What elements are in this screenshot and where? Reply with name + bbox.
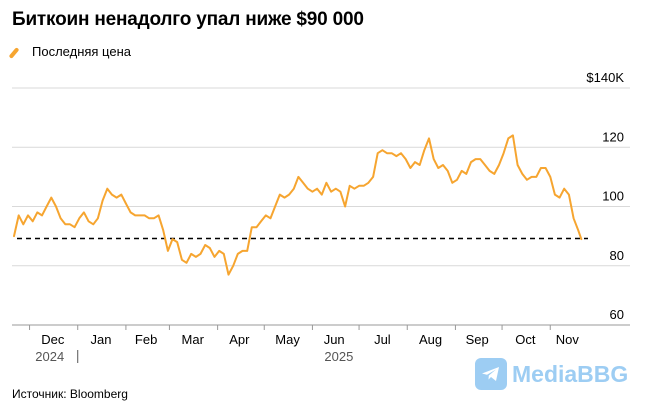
x-tick-label: Nov <box>556 332 580 347</box>
chart-title: Биткоин ненадолго упал ниже $90 000 <box>12 9 364 30</box>
year-label: 2024 <box>35 349 64 364</box>
x-tick-label: Apr <box>229 332 250 347</box>
watermark: MediaBBG <box>473 357 641 393</box>
y-tick-label: $140K <box>586 70 624 85</box>
y-tick-label: 80 <box>610 248 624 263</box>
x-tick-label: Aug <box>419 332 442 347</box>
series-group <box>13 134 583 276</box>
x-tick-label: Dec <box>41 332 65 347</box>
series-line-last-price <box>13 134 583 276</box>
x-tick-label: Jan <box>91 332 112 347</box>
y-axis-ticks: $140K 120 100 80 60 <box>586 70 624 322</box>
x-axis-ticks: Dec Jan Feb Mar Apr May Jun Jul Aug Sep Oct Nov 2024… <box>29 325 580 364</box>
x-tick-label: Jul <box>374 332 391 347</box>
grid-lines <box>12 87 630 326</box>
source-note: Источник: Bloomberg <box>12 387 128 401</box>
legend-label: Последняя цена <box>32 44 131 59</box>
y-tick-label: 120 <box>602 129 624 144</box>
x-tick-label: May <box>275 332 300 347</box>
x-tick-label: Jun <box>324 332 345 347</box>
x-tick-label: Feb <box>135 332 157 347</box>
watermark-text: MediaBBG <box>512 361 629 387</box>
telegram-plane-icon <box>475 358 507 390</box>
y-tick-label: 100 <box>602 189 624 204</box>
x-tick-label: Mar <box>182 332 205 347</box>
y-tick-label: 60 <box>610 307 624 322</box>
x-tick-label: Oct <box>515 332 536 347</box>
year-label: 2025 <box>324 349 353 364</box>
x-tick-label: Sep <box>466 332 489 347</box>
